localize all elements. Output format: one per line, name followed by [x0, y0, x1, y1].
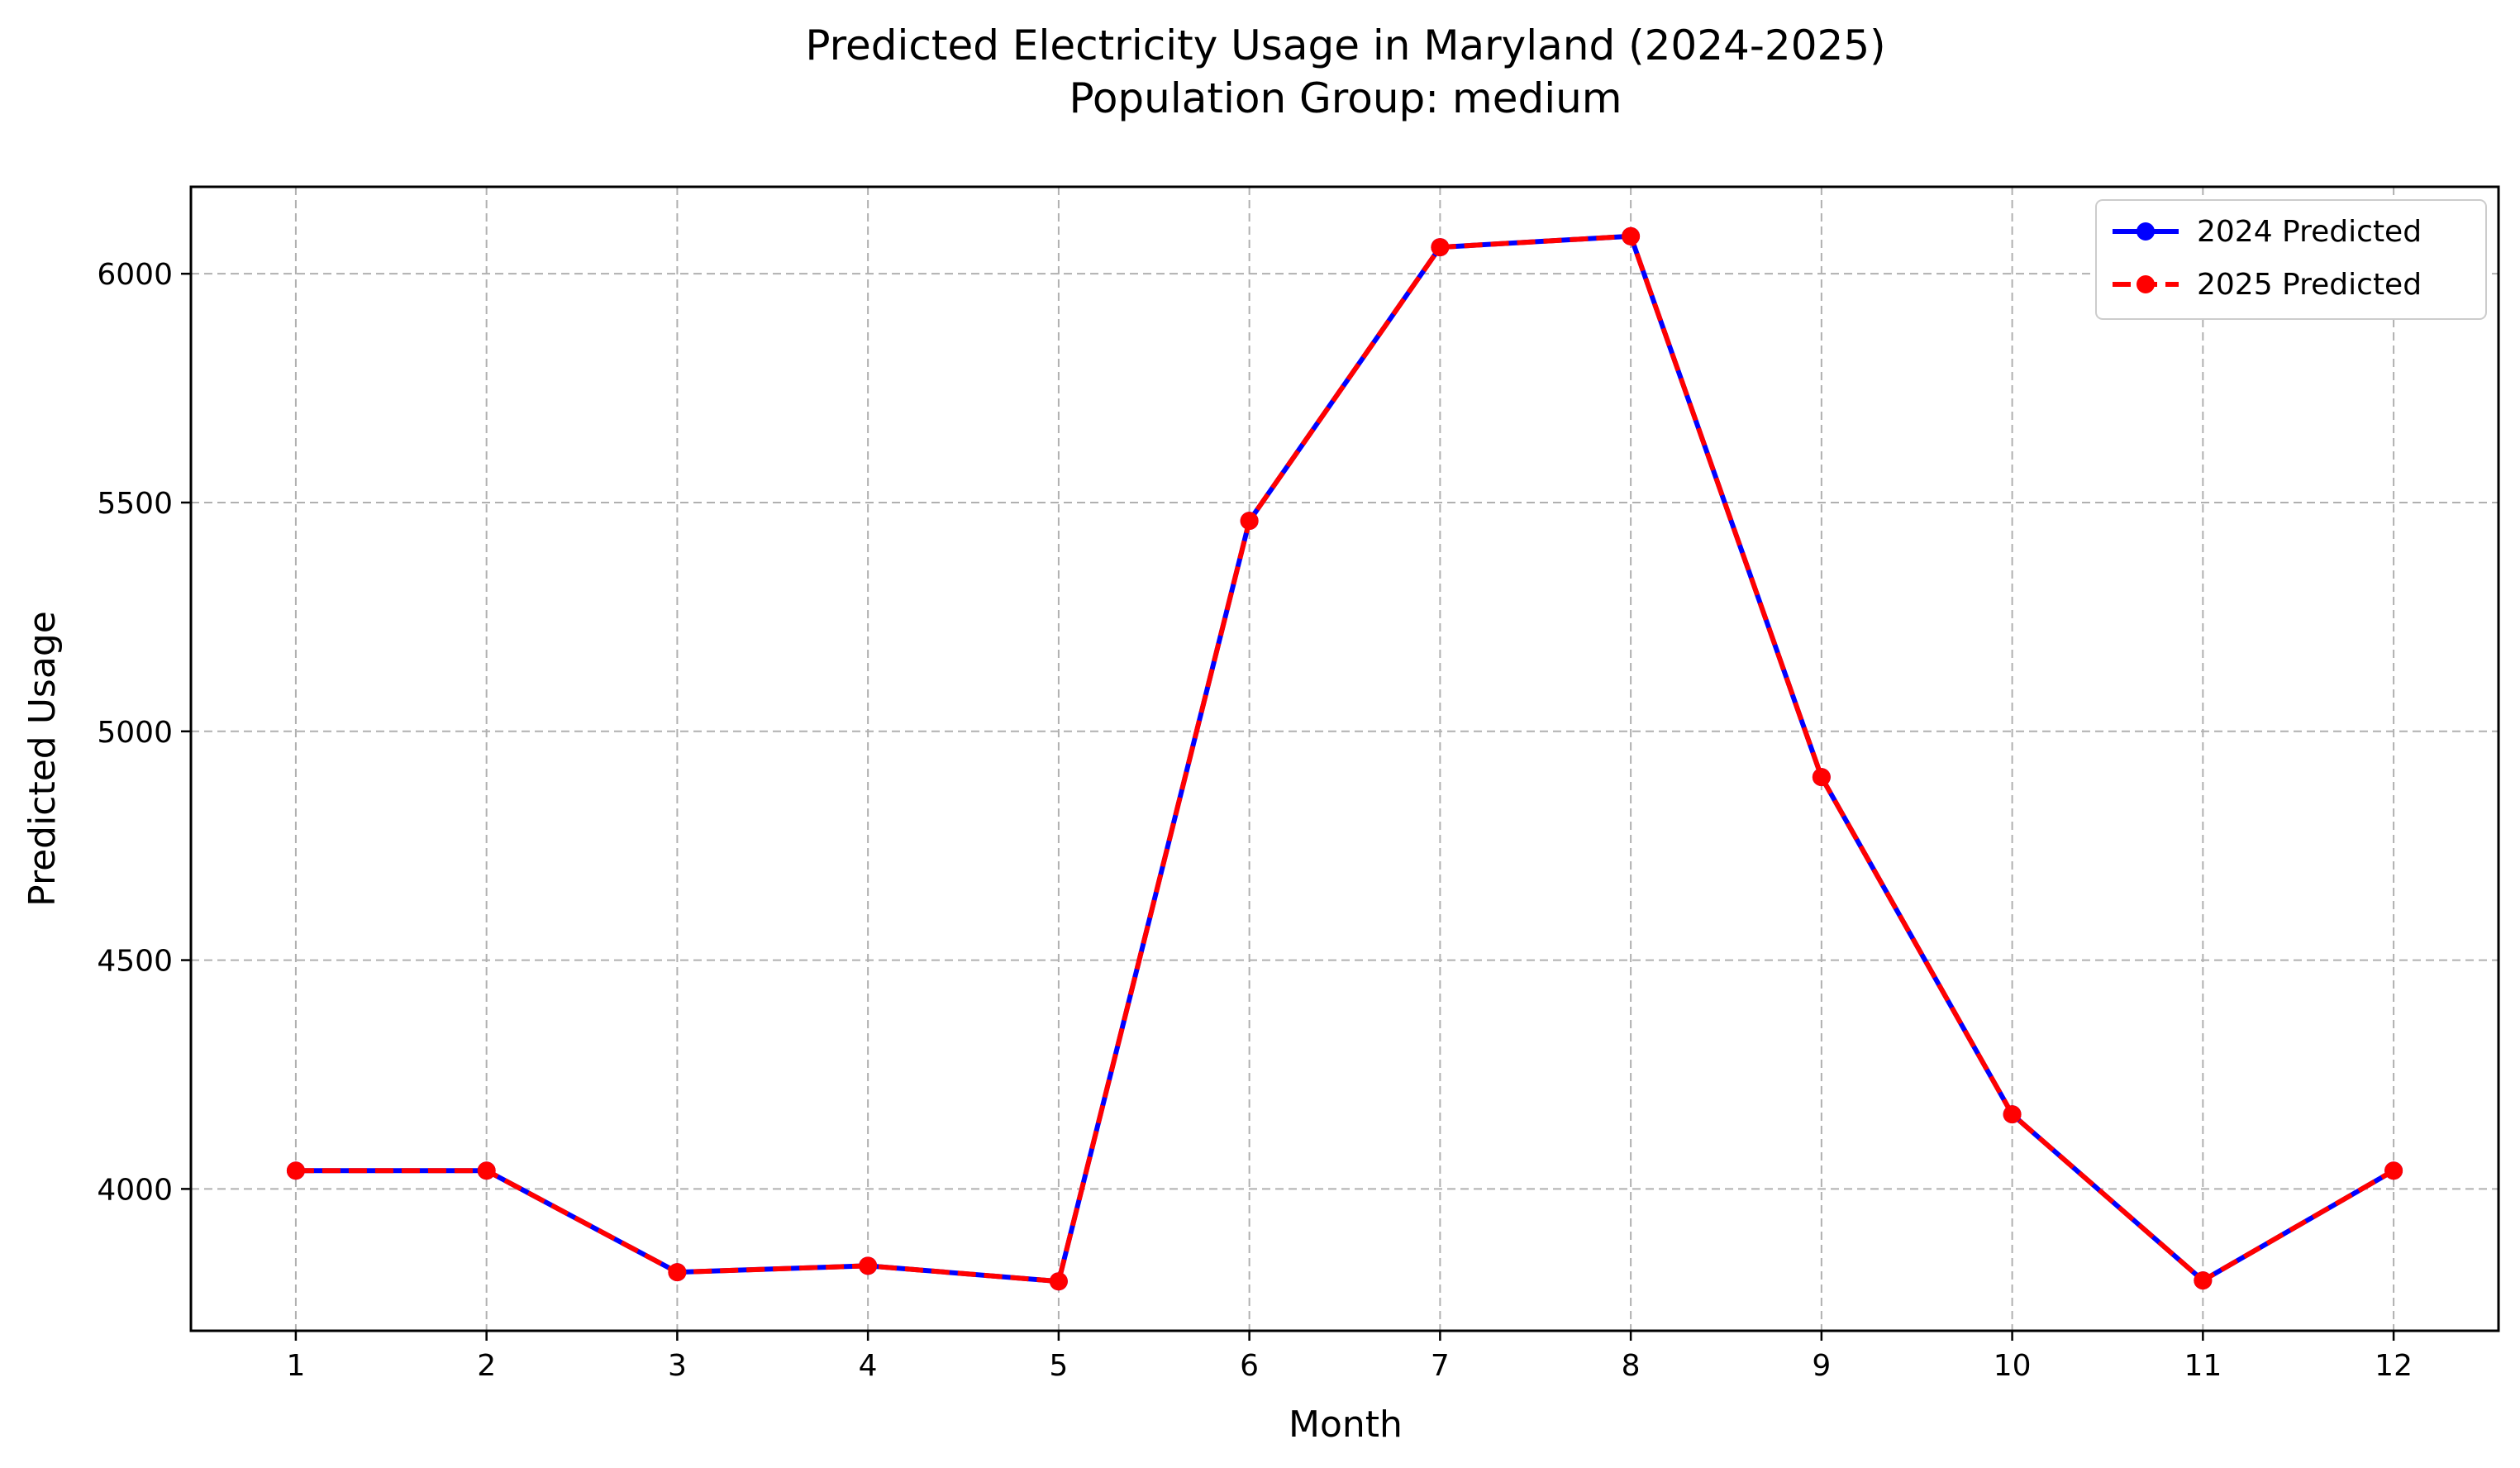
- y-tick-label: 4000: [97, 1173, 173, 1207]
- series-line: [295, 233, 2395, 1284]
- x-tick-label: 10: [1994, 1349, 2032, 1383]
- x-tick-label: 8: [1622, 1349, 1641, 1383]
- y-tick-label: 5000: [97, 716, 173, 750]
- grid: [191, 187, 2499, 1331]
- x-axis-label: Month: [1289, 1404, 1403, 1446]
- chart-title: Predicted Electricity Usage in Maryland …: [805, 21, 1885, 69]
- legend-marker-2024: [2137, 222, 2155, 241]
- data-point: [2384, 1161, 2403, 1180]
- x-tick-label: 4: [859, 1349, 878, 1383]
- y-axis-label: Predicted Usage: [21, 611, 64, 907]
- data-point: [286, 1161, 305, 1180]
- x-tick-label: 2: [477, 1349, 496, 1383]
- legend-marker-2025: [2137, 275, 2155, 293]
- data-point: [668, 1263, 687, 1282]
- legend-label-2024: 2024 Predicted: [2197, 215, 2422, 249]
- data-point: [1812, 768, 1831, 787]
- legend-label-2025: 2025 Predicted: [2197, 268, 2422, 302]
- x-tick-label: 5: [1049, 1349, 1068, 1383]
- legend: 2024 Predicted 2025 Predicted: [2095, 199, 2487, 320]
- y-tick-label: 6000: [97, 258, 173, 292]
- y-tick-label: 5500: [97, 487, 173, 521]
- data-point: [859, 1256, 878, 1275]
- x-tick-label: 9: [1812, 1349, 1831, 1383]
- data-point: [1622, 226, 1641, 245]
- legend-box: [2095, 199, 2487, 320]
- data-point: [1049, 1272, 1068, 1291]
- x-tick-label: 7: [1431, 1349, 1450, 1383]
- data-point: [2194, 1271, 2213, 1290]
- data-point: [2003, 1105, 2022, 1124]
- x-tick-label: 1: [286, 1349, 305, 1383]
- plot-frame: [189, 185, 2500, 1332]
- x-tick-label: 11: [2184, 1349, 2222, 1383]
- series-line: [295, 233, 2395, 1284]
- data-point: [477, 1161, 496, 1180]
- chart-subtitle: Population Group: medium: [1069, 74, 1622, 122]
- data-point: [1431, 238, 1450, 257]
- series-2025: [286, 226, 2403, 1291]
- data-point: [1240, 512, 1259, 531]
- x-tick-label: 3: [668, 1349, 687, 1383]
- series-group: [286, 226, 2403, 1291]
- y-tick-label: 4500: [97, 945, 173, 979]
- x-tick-label: 6: [1240, 1349, 1259, 1383]
- x-tick-label: 12: [2375, 1349, 2413, 1383]
- series-2024: [286, 226, 2403, 1291]
